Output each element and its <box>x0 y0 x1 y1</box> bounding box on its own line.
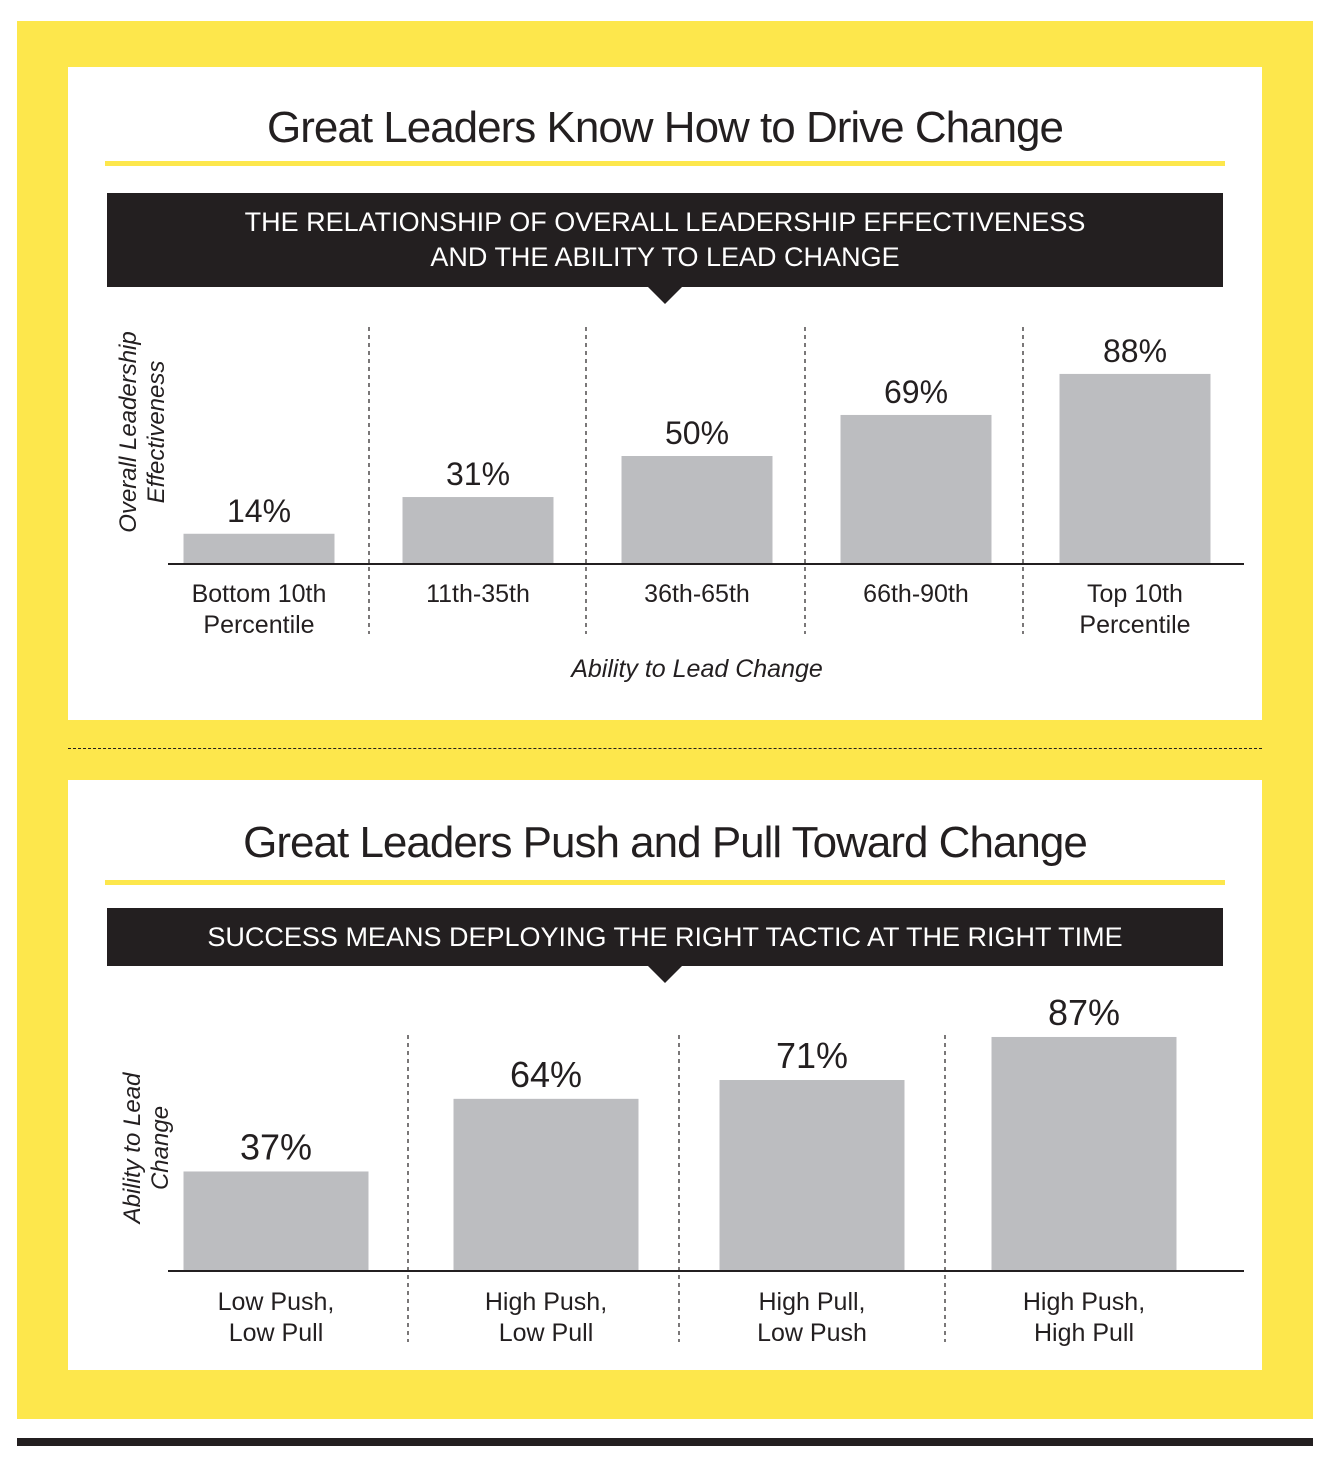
data-label: 87% <box>1048 992 1120 1033</box>
drive-change-panel: Great Leaders Know How to Drive Change T… <box>68 67 1262 720</box>
panel-title: Great Leaders Know How to Drive Change <box>267 103 1064 152</box>
category-label: Bottom 10th Percentile <box>192 580 327 639</box>
y-axis-label: Overall LeadershipEffectiveness <box>115 331 170 532</box>
data-label: 69% <box>884 374 948 410</box>
banner-text: THE RELATIONSHIP OF OVERALL LEADERSHIP E… <box>244 207 1086 272</box>
bottom-rule <box>17 1438 1313 1446</box>
leadership-effectiveness-chart: 14% Bottom 10th Percentile 31% 11th-35th 50% 3… <box>115 327 1244 683</box>
category-label: Top 10th Percentile <box>1079 580 1190 639</box>
push-pull-panel: Great Leaders Push and Pull Toward Chang… <box>68 780 1262 1370</box>
bar <box>453 1098 639 1271</box>
bar <box>991 1036 1177 1271</box>
y-axis-label: Ability to LeadChange <box>119 1072 174 1225</box>
data-label: 50% <box>665 415 729 451</box>
subtitle-banner: THE RELATIONSHIP OF OVERALL LEADERSHIP E… <box>107 193 1223 287</box>
data-label: 64% <box>510 1054 582 1095</box>
bar <box>621 456 773 564</box>
bar <box>1059 373 1211 564</box>
data-label: 31% <box>446 456 510 492</box>
data-label: 71% <box>776 1035 848 1076</box>
category-label: Low Push, Low Pull <box>218 1288 335 1347</box>
data-label: 88% <box>1103 333 1167 369</box>
data-label: 14% <box>227 493 291 529</box>
bar <box>719 1080 905 1271</box>
bar <box>402 497 554 564</box>
category-label: 36th-65th <box>644 580 750 608</box>
category-label: 66th-90th <box>863 580 969 608</box>
x-axis-label: Ability to Lead Change <box>569 655 823 683</box>
panel-title: Great Leaders Push and Pull Toward Chang… <box>243 818 1088 867</box>
section-divider <box>68 748 1262 749</box>
data-label: 37% <box>240 1126 312 1167</box>
banner-pointer <box>648 966 682 983</box>
category-label: High Push, High Pull <box>1023 1288 1145 1347</box>
bar <box>183 1171 369 1271</box>
banner-pointer <box>648 287 682 304</box>
category-label: High Pull, Low Push <box>757 1288 867 1347</box>
push-pull-chart: 37% Low Push, Low Pull 64% High Push, Low Pul… <box>119 992 1244 1347</box>
bar <box>840 414 992 564</box>
category-label: 11th-35th <box>426 580 530 608</box>
category-label: High Push, Low Pull <box>485 1288 607 1347</box>
banner-text: SUCCESS MEANS DEPLOYING THE RIGHT TACTIC… <box>207 921 1123 952</box>
subtitle-banner: SUCCESS MEANS DEPLOYING THE RIGHT TACTIC… <box>107 908 1223 966</box>
title-underline <box>105 880 1225 885</box>
title-underline <box>105 161 1225 166</box>
bar <box>183 533 335 564</box>
